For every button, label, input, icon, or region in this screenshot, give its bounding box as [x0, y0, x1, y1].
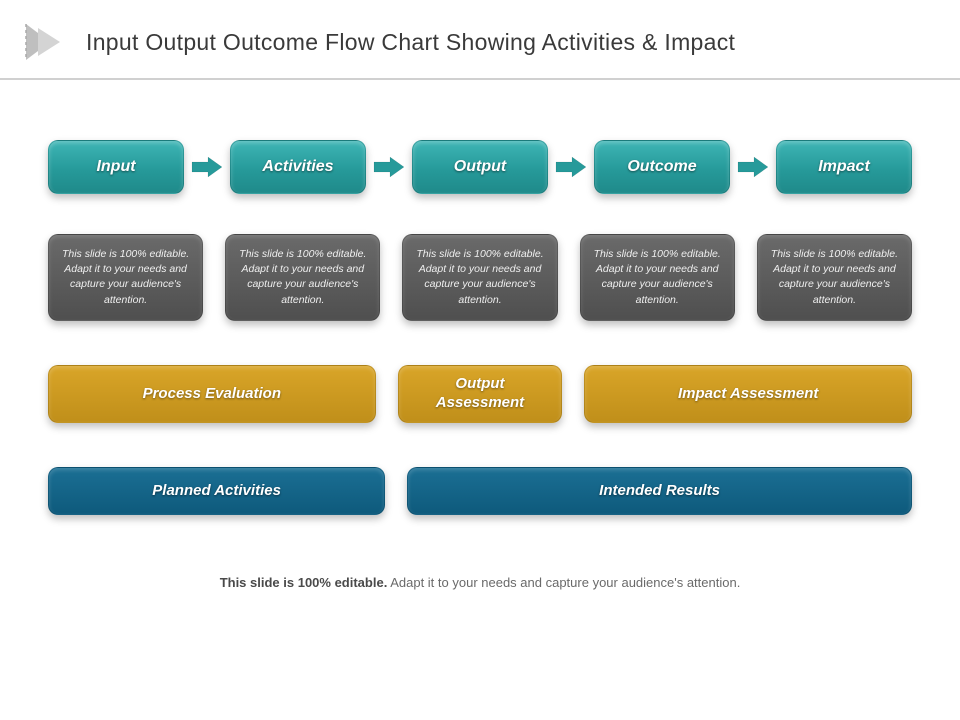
desc-box: This slide is 100% editable. Adapt it to…: [225, 234, 380, 321]
desc-box: This slide is 100% editable. Adapt it to…: [757, 234, 912, 321]
output-assessment-label: OutputAssessment: [436, 375, 524, 413]
stage-input: Input: [48, 140, 184, 194]
desc-box: This slide is 100% editable. Adapt it to…: [402, 234, 557, 321]
stage-output: Output: [412, 140, 548, 194]
footer-bold: This slide is 100% editable.: [220, 575, 388, 590]
desc-box: This slide is 100% editable. Adapt it to…: [48, 234, 203, 321]
slide-header: Input Output Outcome Flow Chart Showing …: [0, 0, 960, 80]
arrow-icon: [190, 155, 224, 179]
intended-results-box: Intended Results: [407, 467, 912, 515]
slide-title: Input Output Outcome Flow Chart Showing …: [86, 29, 735, 56]
arrow-icon: [372, 155, 406, 179]
stage-outcome: Outcome: [594, 140, 730, 194]
slide-content: Input Activities Output Outcome Impact T…: [0, 140, 960, 590]
bullet-triangle-icon: [20, 18, 68, 66]
assessment-row: Process Evaluation OutputAssessment Impa…: [48, 365, 912, 423]
process-evaluation-box: Process Evaluation: [48, 365, 376, 423]
arrow-icon: [736, 155, 770, 179]
arrow-icon: [554, 155, 588, 179]
footer-rest: Adapt it to your needs and capture your …: [387, 575, 740, 590]
description-row: This slide is 100% editable. Adapt it to…: [48, 234, 912, 321]
output-assessment-box: OutputAssessment: [398, 365, 563, 423]
flow-stages-row: Input Activities Output Outcome Impact: [48, 140, 912, 194]
footer-note: This slide is 100% editable. Adapt it to…: [48, 575, 912, 590]
planned-activities-box: Planned Activities: [48, 467, 385, 515]
stage-impact: Impact: [776, 140, 912, 194]
summary-row: Planned Activities Intended Results: [48, 467, 912, 515]
impact-assessment-box: Impact Assessment: [584, 365, 912, 423]
stage-activities: Activities: [230, 140, 366, 194]
desc-box: This slide is 100% editable. Adapt it to…: [580, 234, 735, 321]
